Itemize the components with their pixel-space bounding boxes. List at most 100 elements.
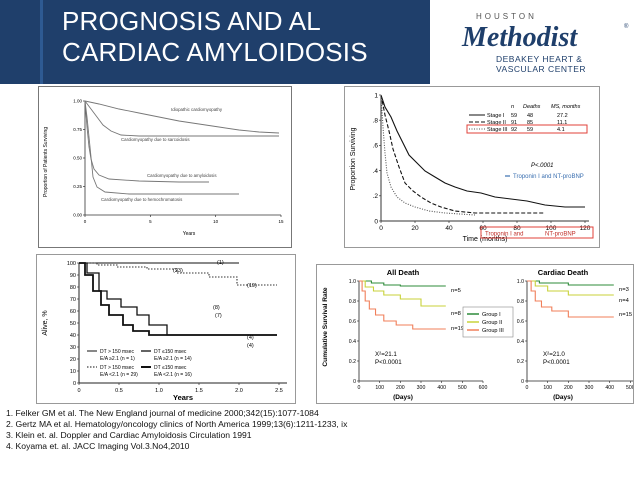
fig4-legend-label: Group I [482, 312, 501, 318]
fig3-count-label: (1) [217, 260, 224, 266]
tick-label: 50 [70, 321, 76, 327]
fig2-note3: NT-proBNP [545, 232, 576, 238]
fig4-cardiac-chi: X²=21.0 [543, 351, 565, 358]
logo-houston: HOUSTON [476, 12, 537, 21]
slide-title: PROGNOSIS AND AL CARDIAC AMYLOIDOSIS [62, 6, 368, 68]
tick-label: 1 [374, 92, 378, 99]
tick-label: 20 [411, 225, 419, 232]
fig4-curve-group2 [527, 280, 614, 296]
fig2-row-ms: 11.1 [557, 120, 567, 126]
logo-trademark: ® [624, 24, 629, 30]
fig3-count-label: (7) [215, 313, 222, 319]
tick-label: 30 [70, 345, 76, 351]
fig1-curve-idiopathic [84, 100, 280, 134]
tick-label: .4 [373, 168, 379, 175]
tick-label: 0 [84, 219, 87, 224]
fig1-curve-amyloidosis [84, 100, 209, 183]
fig4-n-label: n=4 [619, 298, 630, 304]
fig2-xlabel: Time (months) [463, 236, 508, 243]
tick-label: 0.4 [349, 339, 356, 345]
fig3-legend-line2: E/A <2.1 (n = 16) [154, 372, 192, 378]
fig2-header-deaths: Deaths [523, 104, 541, 110]
tick-label: 70 [70, 297, 76, 303]
fig2-curve-stage2 [380, 94, 545, 214]
fig4-all-xlabel: (Days) [393, 394, 413, 401]
tick-label: 0.00 [73, 213, 82, 218]
tick-label: 2.5 [275, 388, 283, 394]
fig2-x-ticks: 0 20 40 60 80 100 120 [379, 221, 591, 232]
fig3-legend-line2: E/A ≥2.1 (n = 14) [154, 356, 192, 362]
tick-label: 0 [73, 381, 76, 387]
fig4-n-label: n=15 [619, 312, 632, 318]
tick-label: 300 [585, 385, 594, 391]
reference-item: 1. Felker GM et al. The New England jour… [6, 408, 319, 418]
fig2-row-deaths: 48 [527, 113, 533, 119]
fig4-all-chi: X²=21.1 [375, 351, 397, 358]
reference-item: 4. Koyama et. al. JACC Imaging Vol.3.No4… [6, 441, 190, 451]
fig2-header-n: n [511, 104, 514, 110]
fig4-n-label: n=5 [451, 288, 461, 294]
fig1-curve-hemochromatosis [84, 100, 239, 195]
fig3-counts: (1) (23) (19) (8) (7) (4) (4) [173, 260, 257, 349]
fig2-row-deaths: 59 [527, 127, 533, 133]
fig4-all-death-plot: 1.0 0.8 0.6 0.4 0.2 00 100 200 300 400 500 600 n=5 n=… [349, 279, 488, 391]
tick-label: 20 [70, 357, 76, 363]
tick-label: 100 [543, 385, 552, 391]
fig2-curve-stage1 [380, 94, 585, 208]
tick-label: 1.0 [349, 279, 356, 285]
fig2-note-box [480, 226, 594, 239]
references-list: 1. Felker GM et al. The New England jour… [6, 408, 626, 452]
tick-label: 0 [77, 388, 80, 394]
tick-label: 0.2 [349, 359, 356, 365]
fig3-curve-le150-ge21 [79, 262, 277, 336]
fig4-cardiac-title: Cardiac Death [538, 268, 589, 277]
logo-subtitle: DEBAKEY HEART & VASCULAR CENTER [496, 54, 586, 74]
fig3-curve-le150-lt21 [79, 262, 277, 336]
title-band: PROGNOSIS AND AL CARDIAC AMYLOIDOSIS [0, 0, 430, 84]
fig4-ylabel: Cumulative Survival Rate [322, 287, 329, 366]
fig1-label-hemochromatosis: Cardiomyopathy due to hemochromatosis [101, 197, 183, 202]
tick-label: 5 [149, 219, 152, 224]
figure-klein-doppler: 100 90 80 70 60 50 40 30 20 10 0 0 0.5 1.0 1.5 2.0 2.5 … [36, 254, 296, 404]
fig2-row-stage: Stage III [487, 127, 508, 133]
figure-koyama-survival: Cumulative Survival Rate All Death Cardi… [316, 264, 638, 404]
fig3-legend-line1: DT > 150 msec [100, 349, 134, 355]
tick-label: 1.0 [155, 388, 163, 394]
fig4-legend-label: Group III [482, 328, 504, 334]
tick-label: 120 [580, 225, 591, 232]
fig3-count-label: (19) [247, 283, 257, 289]
tick-label: 40 [445, 225, 453, 232]
fig2-row-n: 59 [511, 113, 517, 119]
tick-label: 0 [358, 385, 361, 391]
fig2-pvalue: P<.0001 [531, 163, 554, 169]
fig3-legend-line1: DT > 150 msec [100, 365, 134, 371]
fig4-n-label: n=8 [451, 311, 461, 317]
tick-label: 300 [417, 385, 426, 391]
tick-label: 0.50 [73, 156, 82, 161]
fig2-row-stage: Stage I [487, 113, 505, 119]
fig4-cardiac-xlabel: (Days) [553, 394, 573, 401]
tick-label: .8 [373, 117, 379, 124]
fig3-legend-line1: DT ≤150 msec [154, 365, 187, 371]
fig1-label-idiopathic: Idiopathic cardiomyopathy [171, 107, 223, 112]
tick-label: 0.25 [73, 184, 82, 189]
fig2-note2: Troponin I and [485, 232, 523, 238]
title-band-stripe [40, 0, 43, 84]
fig4-cardiac-death-plot: 1.00.80.60.40.200100200300400500600n=3n=… [517, 279, 638, 391]
figure-stage-survival: 1 .8 .6 .4 .2 0 0 20 40 60 80 100 120 Proportion Su… [344, 86, 600, 248]
tick-label: 500 [458, 385, 467, 391]
tick-label: 0.6 [517, 319, 524, 325]
tick-label: .6 [373, 143, 379, 150]
tick-label: 0 [521, 379, 524, 385]
fig4-n-label: n=3 [619, 287, 629, 293]
fig2-row-deaths: 85 [527, 120, 533, 126]
fig4-all-title: All Death [387, 268, 420, 277]
fig2-row-ms: 27.2 [557, 113, 568, 119]
tick-label: 80 [513, 225, 521, 232]
houston-methodist-logo: HOUSTON Methodist ® DEBAKEY HEART & VASC… [438, 8, 634, 80]
fig3-x-ticks: 0 0.5 1.0 1.5 2.0 2.5 [77, 383, 283, 394]
fig3-count-label: (23) [173, 268, 183, 274]
fig2-row-ms: 4.1 [557, 127, 565, 133]
